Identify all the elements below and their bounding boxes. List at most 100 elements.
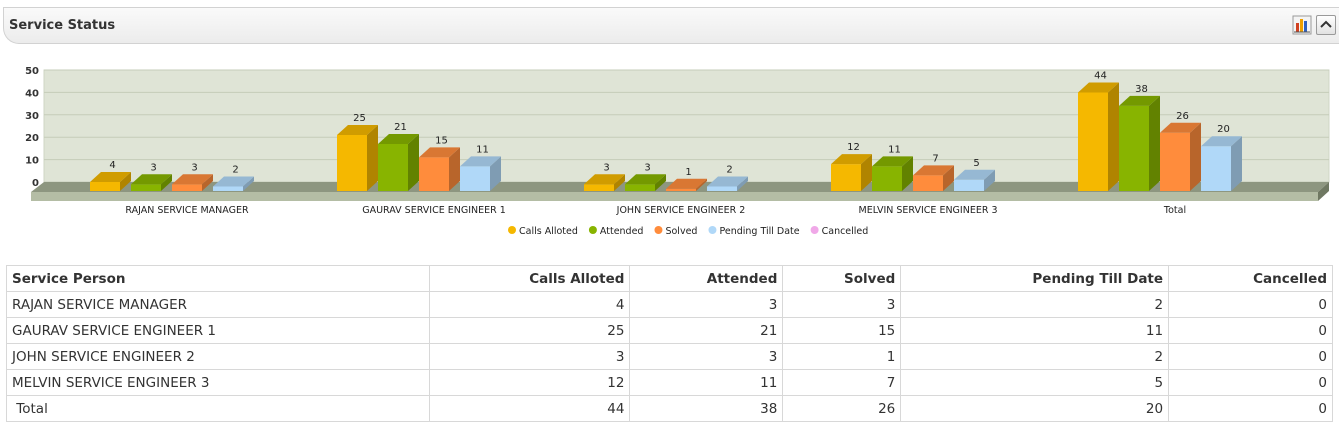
cell-cancelled: 0 [1168,291,1333,318]
bar-solved [172,184,202,191]
bar-side [614,174,625,191]
cell-service-person: JOHN SERVICE ENGINEER 2 [6,343,430,370]
data-label: 38 [1135,84,1148,95]
column-header-solved: Solved [782,265,902,292]
bar-top [913,165,954,176]
bar-attended [872,166,902,191]
data-label: 2 [232,165,238,176]
bar-calls-alloted [584,184,614,191]
cell-pending-till-date: 2 [900,343,1170,370]
data-label: 44 [1094,70,1107,81]
legend-label: Pending Till Date [719,226,799,237]
y-tick-label: 0 [32,178,39,189]
cell-attended: 11 [629,369,784,396]
bar-side [655,174,666,191]
bar-top [954,169,995,180]
bar-top [131,174,172,185]
bar-side [408,133,419,191]
bar-solved [666,188,696,191]
y-tick-label: 30 [25,111,39,122]
legend-label: Cancelled [822,226,869,237]
bar-side [202,174,213,191]
bar-pending-till-date [460,166,490,191]
bar-top [1160,122,1201,133]
data-label: 5 [973,158,979,169]
cell-attended: 38 [629,395,784,422]
bar-side [120,172,131,191]
table-header-row: Service Person Calls Alloted Attended So… [6,265,1333,292]
cell-cancelled: 0 [1168,395,1333,422]
cell-pending-till-date: 5 [900,369,1170,396]
bar-side [243,176,254,191]
data-label: 3 [150,162,156,173]
bar-top [1201,136,1242,147]
cell-calls-alloted: 44 [428,395,631,422]
data-label: 3 [644,162,650,173]
bar-attended [131,184,161,191]
bar-calls-alloted [90,182,120,191]
data-label: 3 [603,162,609,173]
legend-marker [654,226,663,234]
cell-service-person: Total [6,395,430,422]
data-label: 7 [932,153,938,164]
bar-top [584,174,625,185]
data-label: 21 [394,122,407,133]
cell-pending-till-date: 20 [900,395,1170,422]
cell-attended: 3 [629,343,784,370]
column-header-attended: Attended [629,265,784,292]
table-row: RAJAN SERVICE MANAGER 4 3 3 2 0 [6,291,1333,318]
cell-service-person: RAJAN SERVICE MANAGER [6,291,430,318]
data-label: 15 [435,135,448,146]
legend-marker [508,226,516,234]
y-tick-label: 10 [25,156,39,167]
data-label: 26 [1176,111,1189,122]
legend-marker [810,226,819,234]
bar-side [490,156,501,191]
bar-side [984,169,995,191]
y-tick-label: 20 [25,133,39,144]
bar-top [378,133,419,144]
chevron-up-icon[interactable] [1316,15,1336,35]
x-category-label: MELVIN SERVICE ENGINEER 3 [859,205,998,216]
bar-attended [625,184,655,191]
bar-pending-till-date [213,186,243,191]
legend-marker [588,226,597,234]
data-label: 12 [847,142,860,153]
service-status-table: Service Person Calls Alloted Attended So… [6,265,1333,422]
cell-cancelled: 0 [1168,343,1333,370]
bar-top [419,147,460,158]
cell-solved: 3 [782,291,902,318]
bar-top [337,125,378,135]
bar-side [161,174,172,191]
y-tick-label: 50 [25,66,39,77]
bar-top [172,174,213,185]
bar-top [90,172,131,183]
column-header-calls-alloted: Calls Alloted [428,265,631,292]
table-row: MELVIN SERVICE ENGINEER 3 12 11 7 5 0 [6,369,1333,396]
bar-side [696,178,707,191]
bar-side [449,147,460,191]
cell-solved: 26 [782,395,902,422]
cell-solved: 1 [782,343,902,370]
data-label: 2 [726,165,732,176]
bar-side [737,176,748,191]
bar-top [707,176,748,187]
table-row: GAURAV SERVICE ENGINEER 1 25 21 15 11 0 [6,317,1333,344]
chart-floor-side [1318,182,1329,201]
panel-header: Service Status [3,7,1339,44]
cell-calls-alloted: 25 [428,317,631,344]
bar-chart-icon[interactable] [1292,15,1312,35]
cell-calls-alloted: 12 [428,369,631,396]
cell-pending-till-date: 2 [900,291,1170,318]
bar-side [1108,82,1119,191]
cell-service-person: MELVIN SERVICE ENGINEER 3 [6,369,430,396]
cell-cancelled: 0 [1168,317,1333,344]
bar-calls-alloted [337,135,367,191]
x-category-label: GAURAV SERVICE ENGINEER 1 [362,205,506,216]
cell-attended: 21 [629,317,784,344]
cell-calls-alloted: 4 [428,291,631,318]
cell-calls-alloted: 3 [428,343,631,370]
data-label: 1 [685,167,691,178]
bar-side [367,125,378,191]
